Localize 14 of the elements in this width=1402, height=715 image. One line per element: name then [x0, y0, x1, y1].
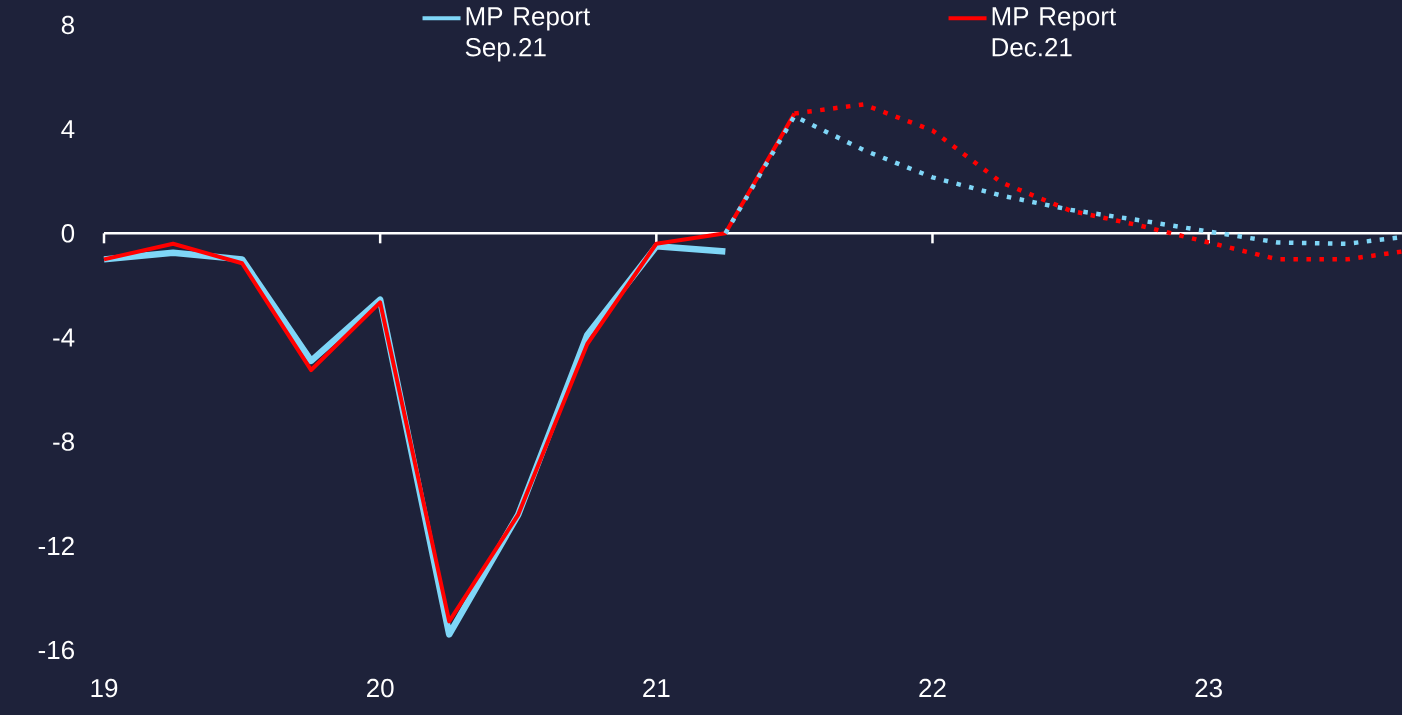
y-tick-label: 0: [61, 224, 75, 243]
y-tick-label: -12: [38, 536, 74, 555]
x-tick-label: 23: [1195, 678, 1222, 698]
y-tick-label: -8: [53, 432, 74, 451]
x-tick-label: 20: [367, 678, 394, 698]
x-tick-label: 22: [919, 678, 946, 698]
x-tick-label: 19: [91, 678, 118, 698]
x-tick-label: 21: [643, 678, 670, 698]
y-tick-label: 4: [61, 120, 75, 139]
legend-label: MP Report Dec.21: [992, 7, 1117, 57]
y-tick-label: 8: [61, 15, 74, 35]
y-tick-label: -16: [38, 640, 74, 660]
legend-label: MP Report Sep.21: [465, 7, 591, 62]
y-tick-label: -4: [53, 328, 75, 347]
